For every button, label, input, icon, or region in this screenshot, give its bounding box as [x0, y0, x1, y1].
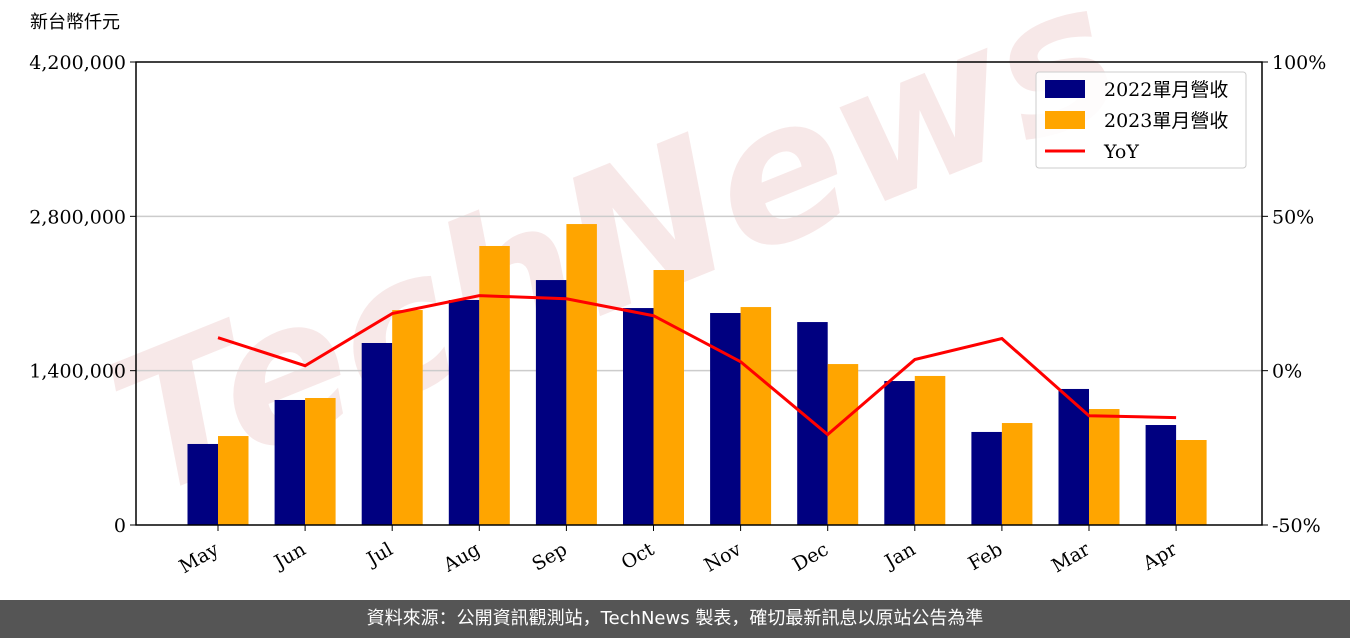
y-tick-label: 2,800,000 — [29, 206, 126, 228]
x-tick-label: Feb — [965, 538, 1007, 575]
bar — [1145, 425, 1177, 525]
bar — [566, 224, 597, 526]
plot-frame — [135, 61, 1263, 526]
x-tick-label: Jan — [880, 538, 920, 574]
x-tick-label: May — [176, 538, 223, 578]
x-tick-label: Aug — [439, 538, 484, 577]
y2-tick-label: 0% — [1272, 361, 1302, 383]
x-tick-label: Mar — [1048, 538, 1094, 577]
legend-label: 2023單月營收 — [1104, 110, 1228, 132]
bar — [1001, 423, 1033, 525]
legend-swatch — [1045, 80, 1085, 98]
y-axis-label: 新台幣仟元 — [30, 12, 120, 33]
bar — [274, 399, 306, 525]
bar — [1058, 388, 1089, 525]
legend-box — [1035, 71, 1247, 169]
y-tick-label: 4,200,000 — [29, 52, 126, 74]
bar — [1176, 440, 1207, 525]
x-tick-label: Apr — [1138, 538, 1181, 575]
x-tick-label: Nov — [700, 538, 745, 577]
bar — [1089, 409, 1120, 525]
y-tick-label: 1,400,000 — [29, 361, 126, 383]
bar — [361, 342, 393, 525]
bar — [479, 245, 510, 526]
bar — [710, 313, 741, 525]
legend: 2022單月營收 2023單月營收 YoY — [1035, 71, 1247, 169]
footer: 資料來源：公開資訊觀測站，TechNews 製表，確切最新訊息以原站公告為準 — [0, 600, 1350, 638]
bar — [623, 308, 654, 525]
bar — [827, 364, 859, 525]
x-tick-label: Jul — [362, 538, 397, 571]
bar — [305, 398, 336, 525]
legend-swatch — [1045, 111, 1085, 129]
bar — [740, 307, 772, 525]
line — [217, 294, 1177, 437]
bar — [653, 270, 684, 525]
bar — [187, 443, 218, 525]
bar — [884, 381, 915, 525]
x-tick-label: Dec — [789, 538, 832, 576]
legend-label: YoY — [1103, 141, 1139, 163]
x-tick-label: Jun — [269, 538, 310, 574]
bar — [535, 280, 567, 525]
y-tick-label: 0 — [114, 515, 126, 537]
bar — [448, 300, 480, 525]
y2-tick-label: 50% — [1272, 206, 1314, 228]
x-tick-label: Sep — [528, 538, 571, 575]
chart: 新台幣仟元 TechNews 01,400,0002,800,0004,200,… — [29, 0, 1326, 578]
bar — [218, 436, 249, 525]
legend-label: 2022單月營收 — [1104, 79, 1228, 101]
y2-tick-label: -50% — [1272, 515, 1321, 537]
x-tick-label: Oct — [618, 538, 659, 574]
bar — [914, 375, 946, 525]
bar — [392, 310, 423, 525]
y2-tick-label: 100% — [1272, 52, 1326, 74]
bar — [971, 431, 1002, 525]
